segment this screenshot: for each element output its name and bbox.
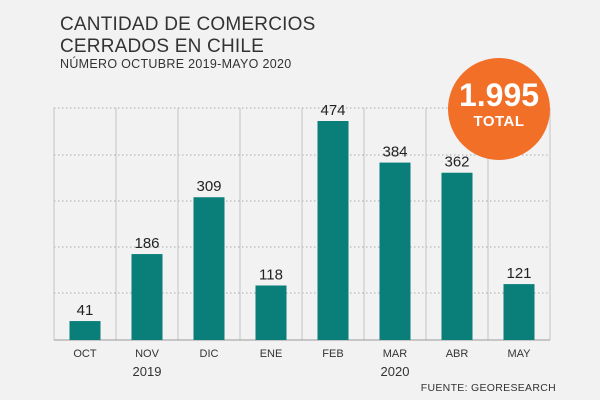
x-tick-label-abr: ABR (446, 348, 469, 360)
total-label: TOTAL (473, 113, 525, 130)
x-tick-label-feb: FEB (322, 348, 343, 360)
bar-mar (379, 162, 411, 340)
year-label-2019: 2019 (133, 364, 162, 379)
year-label-2020: 2020 (381, 364, 410, 379)
x-tick-label-mar: MAR (383, 348, 408, 360)
bar-ene (255, 285, 287, 340)
bar-oct (69, 321, 101, 340)
x-tick-label-dic: DIC (200, 348, 219, 360)
data-label-ene: 118 (259, 266, 283, 283)
data-label-dic: 309 (196, 178, 221, 195)
x-tick-label-nov: NOV (135, 348, 160, 360)
data-label-abr: 362 (444, 154, 469, 171)
data-label-feb: 474 (320, 102, 345, 119)
x-tick-label-ene: ENE (260, 348, 283, 360)
x-tick-label-may: MAY (507, 348, 531, 360)
chart-subtitle: NÚMERO OCTUBRE 2019-MAYO 2020 (60, 57, 292, 71)
total-value: 1.995 (458, 77, 540, 113)
bar-dic (193, 197, 225, 340)
data-label-nov: 186 (134, 235, 159, 252)
bar-nov (131, 254, 163, 340)
bar-may (503, 284, 535, 340)
x-tick-label-oct: OCT (73, 348, 97, 360)
bar-abr (441, 172, 473, 340)
data-label-may: 121 (506, 265, 531, 282)
data-label-oct: 41 (77, 302, 94, 319)
bar-feb (317, 121, 349, 340)
source-note: FUENTE: GEORESEARCH (420, 382, 556, 394)
chart-title: CANTIDAD DE COMERCIOS CERRADOS EN CHILE (60, 14, 315, 58)
total-badge: 1.995 TOTAL (448, 58, 550, 160)
data-label-mar: 384 (382, 144, 407, 161)
title-line-2: CERRADOS EN CHILE (60, 36, 264, 57)
title-line-1: CANTIDAD DE COMERCIOS (60, 14, 316, 35)
